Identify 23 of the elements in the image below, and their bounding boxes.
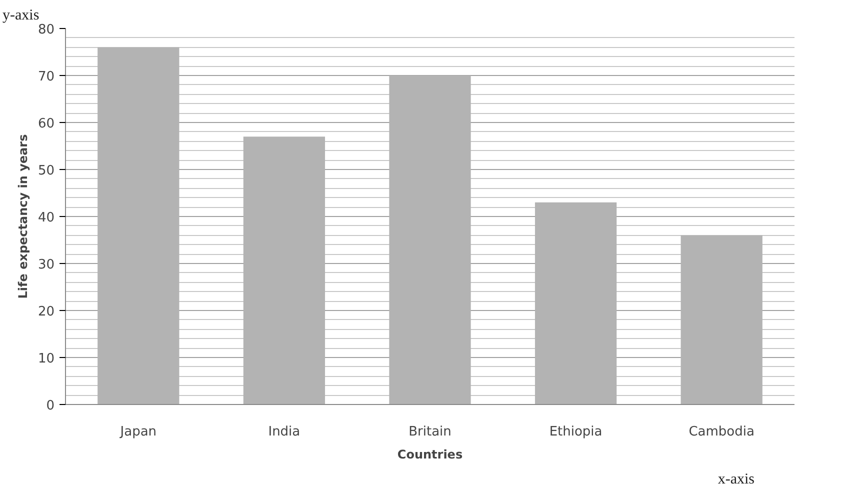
y-tick-label: 10: [38, 352, 55, 366]
y-tick-label: 70: [38, 70, 55, 84]
x-tick-label: Ethiopia: [549, 424, 602, 440]
y-axis-title: Life expectancy in years: [16, 134, 30, 299]
bar: [98, 47, 180, 404]
bar: [534, 202, 617, 404]
y-tick-label: 80: [38, 22, 55, 38]
y-tick-label: 40: [38, 210, 55, 226]
bar: [680, 235, 762, 404]
y-tick-label: 0: [46, 398, 55, 414]
x-tick-label: India: [268, 424, 300, 440]
bar: [389, 76, 471, 404]
x-axis-title: Countries: [397, 448, 463, 462]
y-tick-label: 50: [38, 164, 55, 178]
y-tick-label: 30: [38, 258, 55, 272]
x-tick-label: Japan: [119, 424, 157, 440]
x-tick-label: Britain: [408, 424, 452, 440]
y-tick-label: 20: [38, 304, 55, 320]
text: x-axis: [718, 472, 755, 488]
x-tick-label: Cambodia: [688, 424, 754, 440]
bar: [243, 136, 326, 404]
text: y-axis: [2, 8, 40, 24]
y-tick-label: 60: [38, 116, 55, 132]
